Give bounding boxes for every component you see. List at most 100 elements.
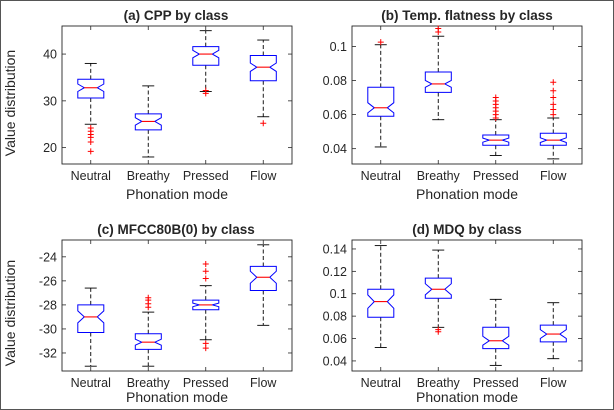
box-body (192, 46, 220, 66)
box-body (192, 299, 220, 311)
y-tick-label: 0.1 (330, 40, 347, 54)
x-tick-label: Pressed (183, 169, 229, 183)
box-flow (249, 244, 277, 326)
box-body (482, 326, 510, 350)
outlier-marker (145, 294, 152, 301)
box-flow (249, 39, 277, 127)
axes-frame (351, 239, 583, 372)
x-tick-label: Flow (250, 169, 277, 183)
x-tick-label: Flow (540, 376, 567, 390)
box-body (134, 333, 162, 350)
outlier-marker (550, 79, 557, 86)
box-body (77, 78, 105, 99)
x-tick-label: Breathy (127, 376, 171, 390)
panel-a-ylabel: Value distribution (2, 50, 18, 156)
box-pressed (482, 298, 510, 366)
outlier-marker (260, 120, 267, 127)
box-breathy (424, 249, 452, 335)
box-body (539, 132, 567, 146)
panel-c: (c) MFCC80B(0) by class Value distributi… (2, 222, 293, 405)
panel-d-plot: 0.04 0.06 0.08 0.1 0.12 0.14 Neutral Breathy Pre… (323, 239, 583, 390)
box-body (482, 134, 510, 146)
x-tick-label: Breathy (127, 169, 171, 183)
box-flow (539, 302, 567, 360)
outlier-marker (435, 25, 442, 32)
panel-b-plot: 0.04 0.06 0.08 0.1 Neutral Breathy Pressed Flow (323, 25, 583, 183)
x-tick-label: Breathy (417, 376, 461, 390)
box-body (249, 265, 277, 291)
y-tick-label: 0.06 (323, 332, 347, 346)
outlier-marker (550, 106, 557, 113)
outlier-marker (202, 261, 209, 268)
y-tick-label: 0.06 (323, 108, 347, 122)
panel-c-xlabel: Phonation mode (126, 389, 228, 405)
outlier-marker (435, 326, 442, 333)
x-tick-label: Pressed (473, 169, 519, 183)
y-tick-label: -24 (39, 250, 57, 264)
y-tick-label: 0.04 (323, 354, 347, 368)
panel-c-title: (c) MFCC80B(0) by class (97, 222, 255, 237)
box-pressed (482, 94, 510, 156)
panel-d-xlabel: Phonation mode (416, 389, 518, 405)
box-pressed (192, 261, 220, 352)
y-tick-label: 40 (43, 48, 57, 62)
box-neutral (77, 62, 105, 155)
box-breathy (134, 85, 162, 158)
x-tick-label: Neutral (361, 376, 401, 390)
y-tick-label: -32 (39, 346, 57, 360)
panel-b-xlabel: Phonation mode (416, 186, 518, 202)
x-tick-label: Flow (540, 169, 567, 183)
panel-c-ylabel: Value distribution (2, 260, 18, 366)
y-tick-label: -30 (39, 322, 57, 336)
outlier-marker (550, 101, 557, 108)
outlier-marker (377, 39, 384, 46)
x-tick-label: Neutral (71, 376, 111, 390)
outlier-marker (202, 275, 209, 282)
x-tick-label: Pressed (183, 376, 229, 390)
box-breathy (134, 294, 162, 367)
box-neutral (77, 287, 105, 367)
outlier-marker (202, 87, 209, 94)
x-tick-label: Pressed (473, 376, 519, 390)
box-body (77, 304, 105, 333)
outlier-marker (87, 124, 94, 131)
outlier-marker (550, 94, 557, 101)
panel-a-plot: 20 30 40 Neutral Breathy Pressed Flow (43, 25, 293, 183)
outlier-marker (202, 268, 209, 275)
box-body (424, 71, 452, 93)
panel-a-title: (a) CPP by class (124, 8, 229, 23)
box-body (249, 55, 277, 82)
y-tick-label: 30 (43, 94, 57, 108)
box-neutral (367, 245, 395, 348)
box-body (367, 288, 395, 318)
panel-d-title: (d) MDQ by class (412, 222, 522, 237)
x-tick-label: Neutral (71, 169, 111, 183)
y-tick-label: -26 (39, 274, 57, 288)
box-pressed (192, 30, 220, 97)
box-body (539, 324, 567, 343)
axes-frame (351, 25, 583, 165)
outlier-marker (550, 111, 557, 118)
outlier-marker (87, 148, 94, 155)
y-tick-label: 0.04 (323, 142, 347, 156)
y-tick-label: 0.1 (330, 287, 347, 301)
axes-frame (61, 239, 293, 372)
panel-d: (d) MDQ by class Phonation mode 0.04 0.06… (323, 222, 583, 405)
y-tick-label: 0.08 (323, 310, 347, 324)
outlier-marker (202, 345, 209, 352)
box-body (367, 86, 395, 117)
panel-a-xlabel: Phonation mode (126, 186, 228, 202)
panel-b-title: (b) Temp. flatness by class (381, 8, 553, 23)
x-tick-label: Neutral (361, 169, 401, 183)
axes-frame (61, 25, 293, 165)
box-body (134, 113, 162, 131)
box-breathy (424, 25, 452, 121)
box-neutral (367, 39, 395, 148)
y-tick-label: 0.12 (323, 265, 347, 279)
x-tick-label: Breathy (417, 169, 461, 183)
panel-a: (a) CPP by class Value distribution Phon… (2, 8, 293, 202)
y-tick-label: 20 (43, 141, 57, 155)
x-tick-label: Flow (250, 376, 277, 390)
box-body (424, 277, 452, 299)
